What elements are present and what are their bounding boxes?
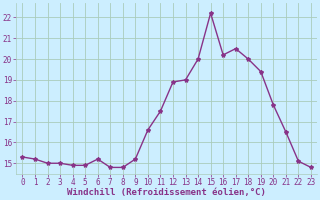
X-axis label: Windchill (Refroidissement éolien,°C): Windchill (Refroidissement éolien,°C): [67, 188, 266, 197]
